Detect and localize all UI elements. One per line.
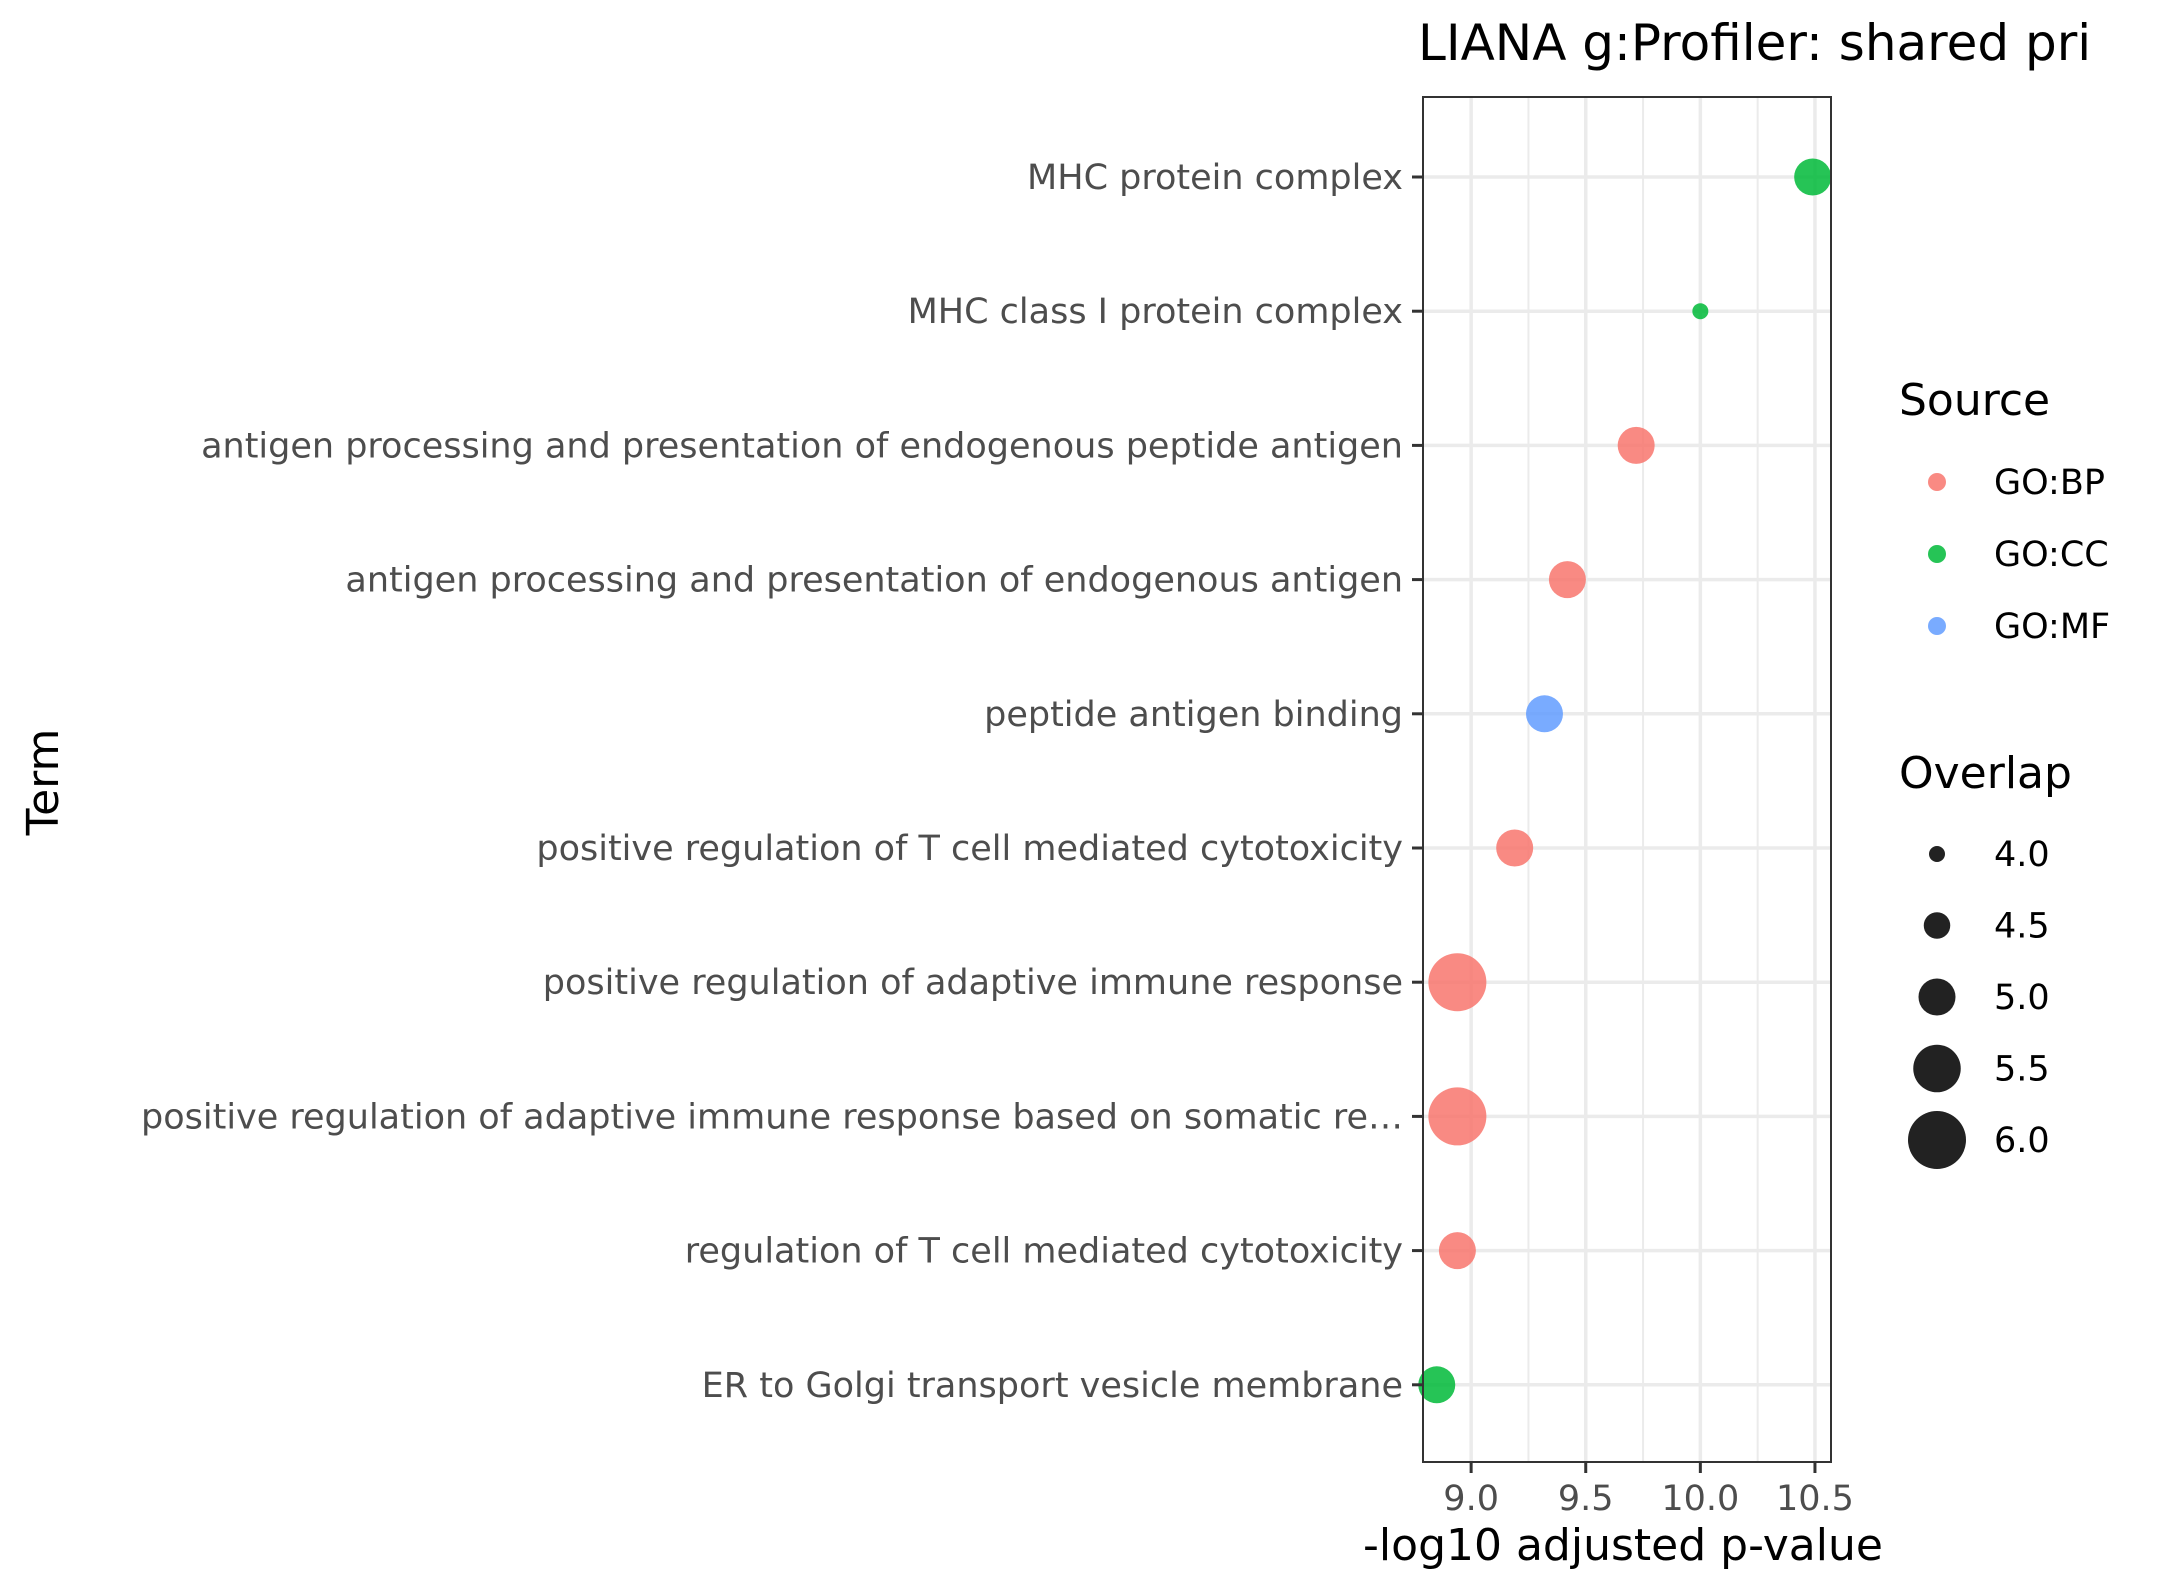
data-point-antigen-processing-and-presentation-of-endogenous-peptide-antigen <box>1617 426 1655 464</box>
x-tick-label: 10.5 <box>1776 1479 1854 1519</box>
data-point-mhc-class-i-protein-complex <box>1692 303 1709 320</box>
y-tick-label: peptide antigen binding <box>984 695 1403 735</box>
source-legend-key-go-mf <box>1928 617 1946 635</box>
overlap-legend-title: Overlap <box>1899 748 2072 799</box>
overlap-legend-label: 4.5 <box>1994 907 2050 947</box>
data-point-antigen-processing-and-presentation-of-endogenous-antigen <box>1548 561 1586 599</box>
source-legend-label: GO:CC <box>1994 535 2109 575</box>
legend-layer: Source GO:BP GO:CC GO:MF Overlap 4.0 4.5 5.0 5.5… <box>1899 375 2110 1169</box>
overlap-legend-label: 5.5 <box>1994 1050 2050 1090</box>
overlap-legend-key <box>1923 912 1951 939</box>
points-layer <box>1418 158 1832 1404</box>
axis-layer: MHC protein complex MHC class I protein c… <box>141 96 1854 1519</box>
x-axis-title: -log10 adjusted p-value <box>1363 1520 1883 1571</box>
overlap-legend-key <box>1913 1044 1961 1093</box>
source-legend-title: Source <box>1899 375 2050 426</box>
data-point-regulation-of-t-cell-mediated-cytotoxicity <box>1438 1232 1476 1270</box>
y-tick-label: antigen processing and presentation of e… <box>201 426 1403 466</box>
grid-layer <box>1423 97 1831 1462</box>
data-point-positive-regulation-of-adaptive-immune-response-based-on-somatic-re <box>1428 1087 1487 1146</box>
data-point-er-to-golgi-transport-vesicle-membrane <box>1418 1366 1456 1404</box>
plot-panel-border <box>1422 96 1832 1463</box>
source-legend-key-go-bp <box>1928 473 1946 491</box>
source-legend-key-go-cc <box>1928 545 1946 563</box>
x-tick-label: 9.0 <box>1443 1479 1499 1519</box>
y-tick-label: positive regulation of adaptive immune r… <box>543 963 1403 1003</box>
source-legend-label: GO:MF <box>1994 607 2110 647</box>
plot-panel-layer <box>1423 97 1831 1462</box>
y-tick-label: antigen processing and presentation of e… <box>345 561 1403 601</box>
y-tick-label: MHC protein complex <box>1027 158 1403 198</box>
data-point-positive-regulation-of-t-cell-mediated-cytotoxicity <box>1496 829 1534 867</box>
x-tick-label: 9.5 <box>1558 1479 1614 1519</box>
y-axis-title: Term <box>18 729 69 837</box>
overlap-legend-key <box>1929 846 1945 862</box>
overlap-legend-key <box>1918 978 1956 1016</box>
data-point-peptide-antigen-binding <box>1525 695 1563 733</box>
overlap-legend-label: 5.0 <box>1994 978 2050 1018</box>
overlap-legend-key <box>1908 1111 1966 1169</box>
source-legend-label: GO:BP <box>1994 463 2105 503</box>
y-tick-label: regulation of T cell mediated cytotoxici… <box>685 1232 1403 1272</box>
data-point-mhc-protein-complex <box>1794 158 1832 196</box>
overlap-legend-label: 4.0 <box>1994 835 2050 875</box>
data-point-positive-regulation-of-adaptive-immune-response <box>1428 953 1487 1012</box>
x-tick-label: 10.0 <box>1661 1479 1739 1519</box>
y-tick-label: positive regulation of T cell mediated c… <box>536 829 1403 869</box>
y-tick-label: positive regulation of adaptive immune r… <box>141 1097 1403 1137</box>
overlap-legend-label: 6.0 <box>1994 1121 2050 1161</box>
y-tick-label: MHC class I protein complex <box>908 292 1403 332</box>
chart-title: LIANA g:Profiler: shared pri <box>1418 14 2091 72</box>
y-tick-label: ER to Golgi transport vesicle membrane <box>702 1366 1403 1406</box>
plot-panel-background <box>1423 97 1831 1462</box>
